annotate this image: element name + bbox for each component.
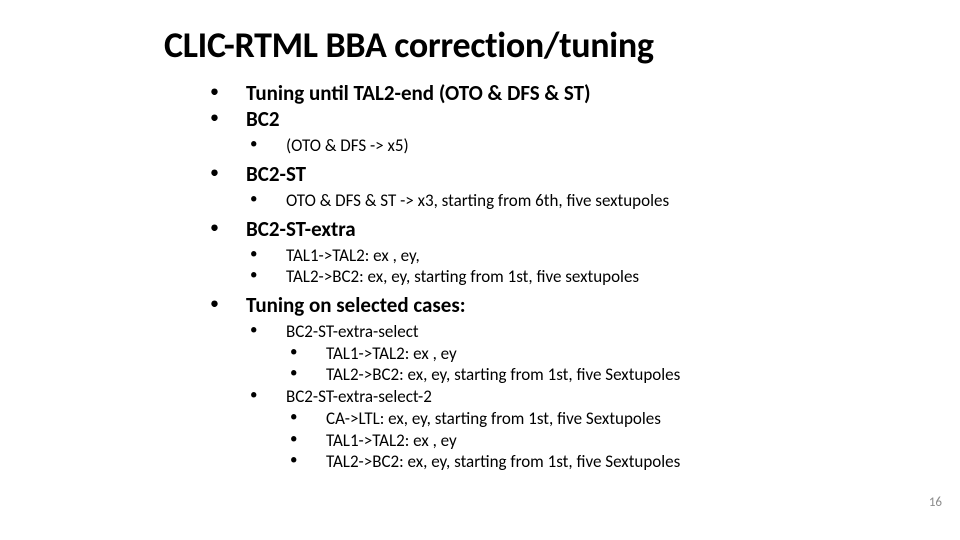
bullet-text: Tuning on selected cases: — [246, 292, 466, 318]
bullet-l3: TAL1->TAL2: ex , ey — [290, 343, 960, 365]
bullet-l2: TAL1->TAL2: ex , ey, — [250, 245, 960, 267]
bullet-text: TAL1->TAL2: ex , ey — [326, 430, 457, 451]
bullet-text: TAL2->BC2: ex, ey, starting from 1st, fi… — [286, 266, 639, 287]
bullet-l2: TAL2->BC2: ex, ey, starting from 1st, fi… — [250, 266, 960, 288]
bullet-sublist: TAL1->TAL2: ex , ey, TAL2->BC2: ex, ey, … — [246, 245, 960, 289]
bullet-sublist: OTO & DFS & ST -> x3, starting from 6th,… — [246, 190, 960, 212]
bullet-l1: Tuning until TAL2-end (OTO & DFS & ST) — [210, 80, 960, 107]
slide-title: CLIC-RTML BBA correction/tuning — [164, 26, 960, 66]
bullet-l1: BC2 (OTO & DFS -> x5) — [210, 106, 960, 157]
bullet-l1: BC2-ST OTO & DFS & ST -> x3, starting fr… — [210, 161, 960, 212]
slide: CLIC-RTML BBA correction/tuning Tuning u… — [0, 0, 960, 473]
bullet-text: BC2-ST-extra — [246, 216, 356, 242]
bullet-subsublist: CA->LTL: ex, ey, starting from 1st, five… — [286, 408, 960, 473]
bullet-l2: BC2-ST-extra-select TAL1->TAL2: ex , ey … — [250, 321, 960, 386]
bullet-text: Tuning until TAL2-end (OTO & DFS & ST) — [246, 80, 591, 106]
page-number: 16 — [929, 495, 942, 510]
bullet-text: TAL1->TAL2: ex , ey, — [286, 245, 420, 266]
bullet-text: TAL2->BC2: ex, ey, starting from 1st, fi… — [326, 364, 680, 385]
bullet-l3: TAL2->BC2: ex, ey, starting from 1st, fi… — [290, 451, 960, 473]
bullet-text: BC2-ST — [246, 161, 306, 187]
bullet-l1: Tuning on selected cases: BC2-ST-extra-s… — [210, 292, 960, 473]
bullet-sublist: (OTO & DFS -> x5) — [246, 135, 960, 157]
bullet-text: BC2 — [246, 106, 280, 132]
bullet-text: BC2-ST-extra-select — [286, 321, 419, 342]
bullet-l3: CA->LTL: ex, ey, starting from 1st, five… — [290, 408, 960, 430]
bullet-l1: BC2-ST-extra TAL1->TAL2: ex , ey, TAL2->… — [210, 216, 960, 288]
bullet-l3: TAL1->TAL2: ex , ey — [290, 430, 960, 452]
bullet-subsublist: TAL1->TAL2: ex , ey TAL2->BC2: ex, ey, s… — [286, 343, 960, 387]
bullet-l2: (OTO & DFS -> x5) — [250, 135, 960, 157]
bullet-text: (OTO & DFS -> x5) — [286, 135, 409, 156]
bullet-l3: TAL2->BC2: ex, ey, starting from 1st, fi… — [290, 364, 960, 386]
bullet-list: Tuning until TAL2-end (OTO & DFS & ST) B… — [210, 80, 960, 474]
bullet-text: TAL1->TAL2: ex , ey — [326, 343, 457, 364]
bullet-text: TAL2->BC2: ex, ey, starting from 1st, fi… — [326, 451, 680, 472]
bullet-text: OTO & DFS & ST -> x3, starting from 6th,… — [286, 190, 669, 211]
bullet-l2: BC2-ST-extra-select-2 CA->LTL: ex, ey, s… — [250, 386, 960, 473]
bullet-sublist: BC2-ST-extra-select TAL1->TAL2: ex , ey … — [246, 321, 960, 473]
bullet-text: BC2-ST-extra-select-2 — [286, 386, 432, 407]
bullet-text: CA->LTL: ex, ey, starting from 1st, five… — [326, 408, 661, 429]
bullet-l2: OTO & DFS & ST -> x3, starting from 6th,… — [250, 190, 960, 212]
